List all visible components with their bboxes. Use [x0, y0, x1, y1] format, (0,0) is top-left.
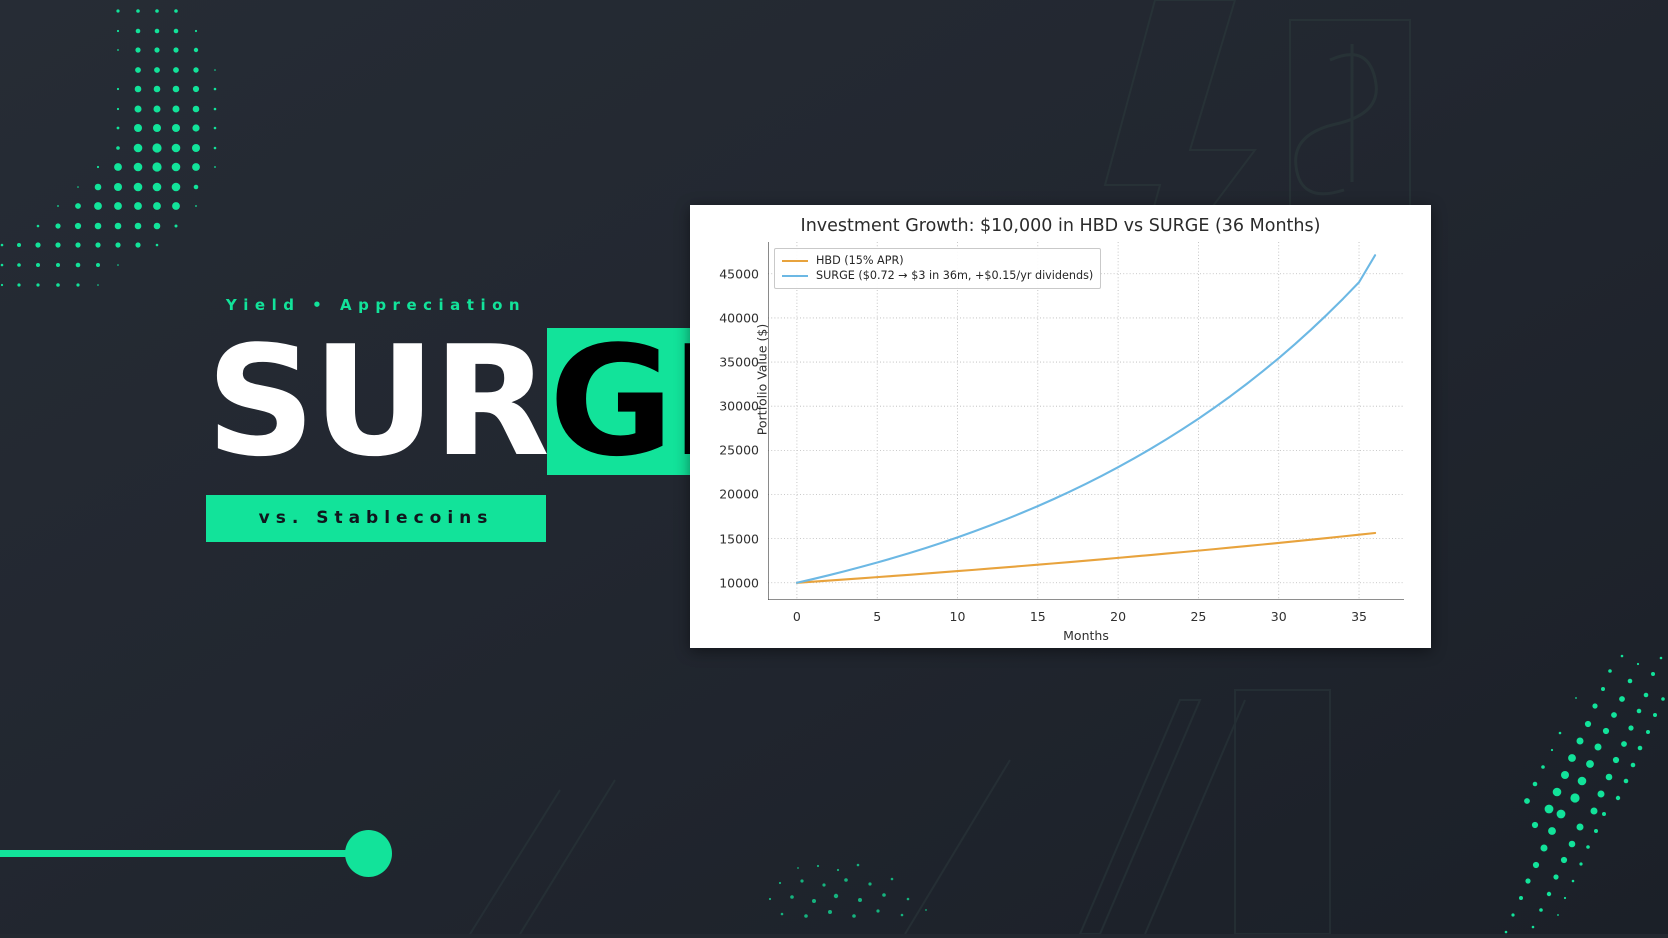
x-tick-label: 30 [1270, 609, 1287, 624]
x-tick-label: 15 [1029, 609, 1046, 624]
x-tick-label: 5 [873, 609, 882, 624]
x-tick-label: 20 [1110, 609, 1127, 624]
y-tick-label: 15000 [719, 531, 759, 547]
plot-area: Portfolio Value ($) Months 10000 15000 200… [719, 242, 1404, 643]
y-tick-label: 45000 [719, 266, 759, 282]
x-tick-label: 0 [792, 609, 801, 624]
y-tick-label: 25000 [719, 442, 759, 458]
accent-dot [345, 830, 392, 877]
legend-swatch-surge [782, 274, 808, 277]
brand-tagline: Yield • Appreciation [225, 296, 527, 314]
y-tick-label: 10000 [719, 575, 759, 591]
grid-lines [768, 242, 1404, 600]
legend-item-hbd: HBD (15% APR) [782, 253, 1093, 268]
decor-outline-shapes-bottom [469, 689, 1331, 934]
chart-legend: HBD (15% APR) SURGE ($0.72 → $3 in 36m, … [774, 248, 1102, 289]
legend-label-hbd: HBD (15% APR) [816, 254, 904, 267]
series-line-surge [795, 254, 1377, 584]
y-tick-label: 40000 [719, 310, 759, 326]
plot-canvas [768, 242, 1404, 600]
legend-item-surge: SURGE ($0.72 → $3 in 36m, +$0.15/yr divi… [782, 268, 1093, 283]
y-tick-label: 35000 [719, 354, 759, 370]
halftone-bottom-center [768, 863, 927, 918]
brand-subtitle: vs. Stablecoins [206, 495, 546, 542]
chart-title: Investment Growth: $10,000 in HBD vs SUR… [800, 216, 1321, 236]
x-axis-label: Months [1063, 628, 1109, 643]
x-tick-label: 35 [1351, 609, 1367, 624]
halftone-dots [1504, 654, 1665, 934]
legend-label-surge: SURGE ($0.72 → $3 in 36m, +$0.15/yr divi… [816, 269, 1094, 282]
y-tick-label: 30000 [719, 398, 759, 414]
halftone-bottom-right [1504, 654, 1665, 934]
data-series [795, 254, 1377, 584]
chart-panel: Investment Growth: $10,000 in HBD vs SUR… [690, 205, 1431, 648]
halftone-dots [768, 863, 927, 918]
series-line-hbd [795, 531, 1377, 584]
x-tick-label: 25 [1190, 609, 1207, 624]
halftone-dots [0, 9, 217, 287]
y-tick-label: 20000 [719, 486, 759, 502]
axis-spines [768, 242, 1404, 600]
accent-line [0, 850, 366, 857]
legend-swatch-hbd [782, 259, 808, 262]
brand-logo: SUR GE [206, 313, 776, 490]
x-tick-label: 10 [949, 609, 966, 624]
logo-text-sur: SUR [206, 313, 550, 490]
halftone-top-left [0, 9, 217, 287]
brand-block: Yield • Appreciation SUR GE vs. Stablecoi… [206, 296, 776, 542]
